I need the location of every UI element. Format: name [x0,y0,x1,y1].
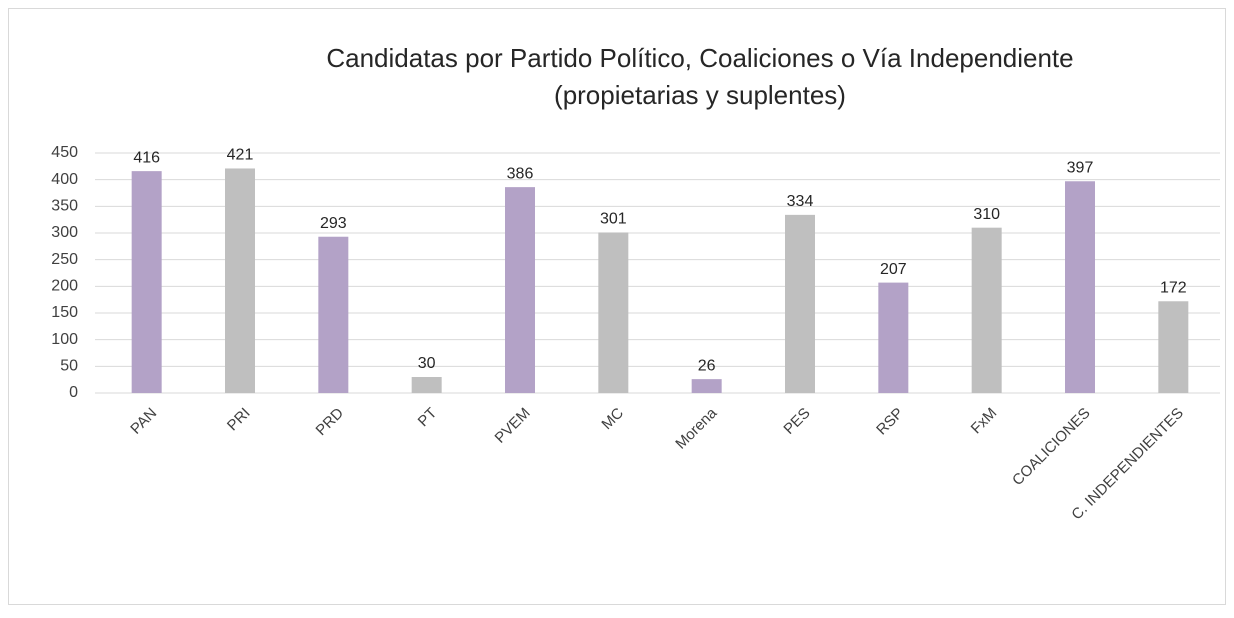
bar [225,168,255,393]
data-label: 386 [507,165,534,182]
bar [878,282,909,393]
bar [411,377,442,393]
y-tick-label: 0 [69,384,78,401]
data-label: 421 [227,147,254,164]
bar [318,236,349,393]
y-tick-label: 200 [51,278,78,295]
data-label: 310 [973,206,1000,223]
bar [785,214,815,393]
y-tick-label: 100 [51,331,78,348]
data-label: 301 [600,211,627,228]
y-tick-label: 450 [51,144,78,161]
data-label: 26 [698,357,716,374]
bar [505,187,535,393]
y-tick-label: 400 [51,171,78,188]
bar [598,232,629,393]
data-label: 293 [320,215,347,232]
data-label: 172 [1160,279,1187,296]
data-label: 30 [418,355,436,372]
y-tick-label: 350 [51,198,78,215]
y-tick-label: 300 [51,224,78,241]
bar [691,379,722,393]
bar [971,227,1002,393]
data-label: 334 [787,193,814,210]
y-tick-label: 250 [51,251,78,268]
y-tick-label: 50 [60,358,78,375]
chart-subtitle: (propietarias y suplentes) [554,80,846,110]
chart-title: Candidatas por Partido Político, Coalici… [326,43,1073,73]
y-tick-label: 150 [51,304,78,321]
bar [1065,181,1095,393]
data-label: 207 [880,261,907,278]
bar [1158,301,1189,393]
data-label: 416 [133,149,160,166]
data-label: 397 [1067,159,1094,176]
bar [131,171,162,393]
